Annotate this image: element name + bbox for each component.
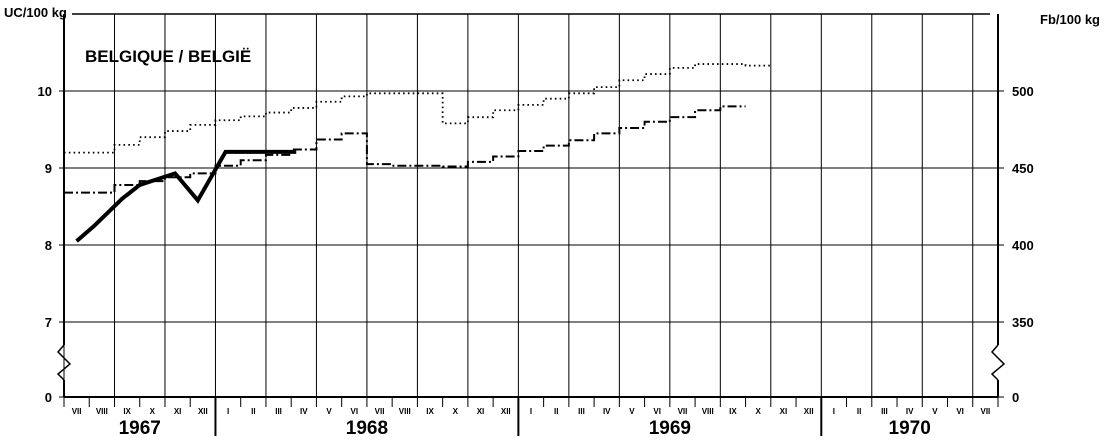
month-label: VIII (702, 407, 714, 416)
month-label: XII (501, 407, 511, 416)
month-label: XI (174, 407, 182, 416)
year-label: 1967 (119, 418, 161, 439)
month-label: II (251, 407, 255, 416)
month-label: II (857, 407, 861, 416)
month-label: IX (123, 407, 131, 416)
series-layer (64, 63, 771, 243)
month-label: V (629, 407, 635, 416)
right-axis-unit: Fb/100 kg (1040, 12, 1100, 27)
y-right-tick-label: 500 (1012, 84, 1034, 99)
month-label: VIII (96, 407, 108, 416)
month-label: VI (351, 407, 359, 416)
y-left-tick-label: 10 (38, 84, 52, 99)
y-right-tick-label: 400 (1012, 238, 1034, 253)
month-label: X (453, 407, 459, 416)
month-label: IX (426, 407, 434, 416)
month-label: VII (375, 407, 385, 416)
month-label: VII (678, 407, 688, 416)
axes (56, 14, 1006, 398)
month-label: X (150, 407, 156, 416)
left-axis-unit: UC/100 kg (4, 5, 67, 20)
chart-title: BELGIQUE / BELGIË (85, 47, 251, 66)
year-label: 1969 (649, 418, 691, 439)
month-label: VII (72, 407, 82, 416)
month-label: III (881, 407, 888, 416)
month-label: XI (780, 407, 788, 416)
month-label: IV (906, 407, 914, 416)
month-label: IX (729, 407, 737, 416)
y-right-tick-label: 350 (1012, 315, 1034, 330)
month-label: III (275, 407, 282, 416)
y-right-tick-label: 0 (1012, 390, 1019, 405)
month-label: V (932, 407, 938, 416)
axis-break-left (56, 344, 72, 381)
month-label: VII (980, 407, 990, 416)
grid (63, 13, 998, 397)
month-label: XII (198, 407, 208, 416)
month-label: II (554, 407, 558, 416)
y-left-tick-label: 9 (45, 161, 52, 176)
y-left-tick-label: 7 (45, 315, 52, 330)
series-line-dotted (64, 63, 771, 154)
month-label: VIII (399, 407, 411, 416)
axis-break-right (990, 344, 1006, 381)
year-label: 1968 (346, 418, 388, 439)
series-line-solid (75, 149, 297, 243)
month-label: I (227, 407, 229, 416)
month-label: IV (603, 407, 611, 416)
month-label: VI (956, 407, 964, 416)
month-label: I (833, 407, 835, 416)
y-right-tick-label: 450 (1012, 161, 1034, 176)
month-label: V (326, 407, 332, 416)
month-label: X (756, 407, 762, 416)
month-label: I (530, 407, 532, 416)
month-label: VI (653, 407, 661, 416)
month-label: XII (804, 407, 814, 416)
y-left-tick-label: 0 (45, 390, 52, 405)
series-line-dash-dot (64, 105, 746, 194)
month-label: IV (300, 407, 308, 416)
month-label: XI (477, 407, 485, 416)
month-label: III (578, 407, 585, 416)
y-left-tick-label: 8 (45, 238, 52, 253)
year-label: 1970 (889, 418, 931, 439)
